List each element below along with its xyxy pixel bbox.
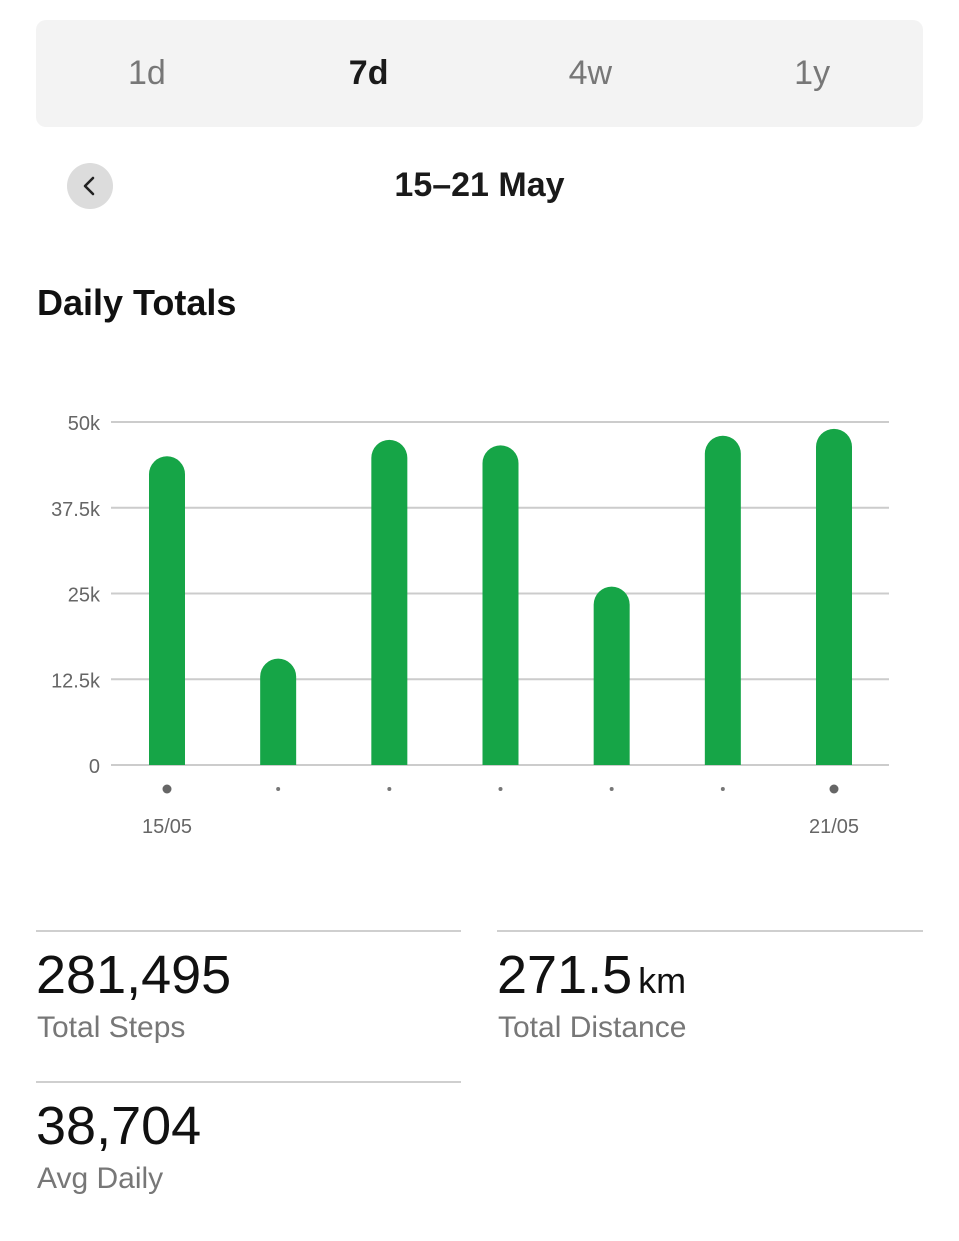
y-tick-label: 0 [89,756,100,778]
total-distance-value: 271.5 [497,945,633,1005]
x-axis-dot [387,787,392,791]
bar-16/05 [260,658,297,765]
bar-15/05 [149,456,185,765]
tab-1y[interactable]: 1y [794,54,831,92]
total-distance-unit: km [638,960,687,1001]
y-tick-label: 25k [68,585,101,607]
x-axis-dots [162,784,839,794]
total-distance: 271.5 km [497,945,686,1011]
daily-totals-chart: 0 12.5k 25k 37.5k 50k 15/05 21/05 [51,413,889,838]
stat-divider [497,930,923,932]
y-tick-label: 12.5k [51,670,101,692]
total-distance-label: Total Distance [498,1011,687,1044]
total-steps-label: Total Steps [37,1011,186,1044]
bar-17/05 [371,439,408,765]
y-tick-label: 37.5k [51,499,101,521]
y-axis-ticks: 0 12.5k 25k 37.5k 50k [51,413,101,778]
x-tick-label: 15/05 [142,816,192,838]
stat-divider [36,930,461,932]
previous-range-button[interactable] [67,163,113,209]
x-axis-dot [276,787,281,791]
x-axis-dot [609,787,614,791]
x-axis-dot [829,784,839,794]
x-axis-dot [720,787,725,791]
bar-21/05 [816,428,852,765]
y-tick-label: 50k [68,413,101,435]
chevron-left-icon [83,176,95,196]
tab-1d[interactable]: 1d [127,54,166,92]
period-tabs: 1d 7d 4w 1y [36,20,923,127]
chart-bars [149,428,852,765]
bar-18/05 [482,445,519,765]
x-axis-dot [498,787,503,791]
tab-4w[interactable]: 4w [568,54,613,92]
avg-daily-label: Avg Daily [37,1162,164,1195]
bar-20/05 [704,435,741,765]
tab-7d[interactable]: 7d [348,54,389,92]
bar-19/05 [593,586,630,765]
section-title: Daily Totals [37,282,237,323]
x-axis-dot [162,784,172,794]
x-tick-label: 21/05 [809,816,859,838]
total-steps-value: 281,495 [36,945,232,1005]
x-axis-ticks: 15/05 21/05 [142,816,859,838]
date-range-label: 15–21 May [394,166,565,204]
stat-divider [36,1081,461,1083]
avg-daily-value: 38,704 [36,1096,202,1156]
